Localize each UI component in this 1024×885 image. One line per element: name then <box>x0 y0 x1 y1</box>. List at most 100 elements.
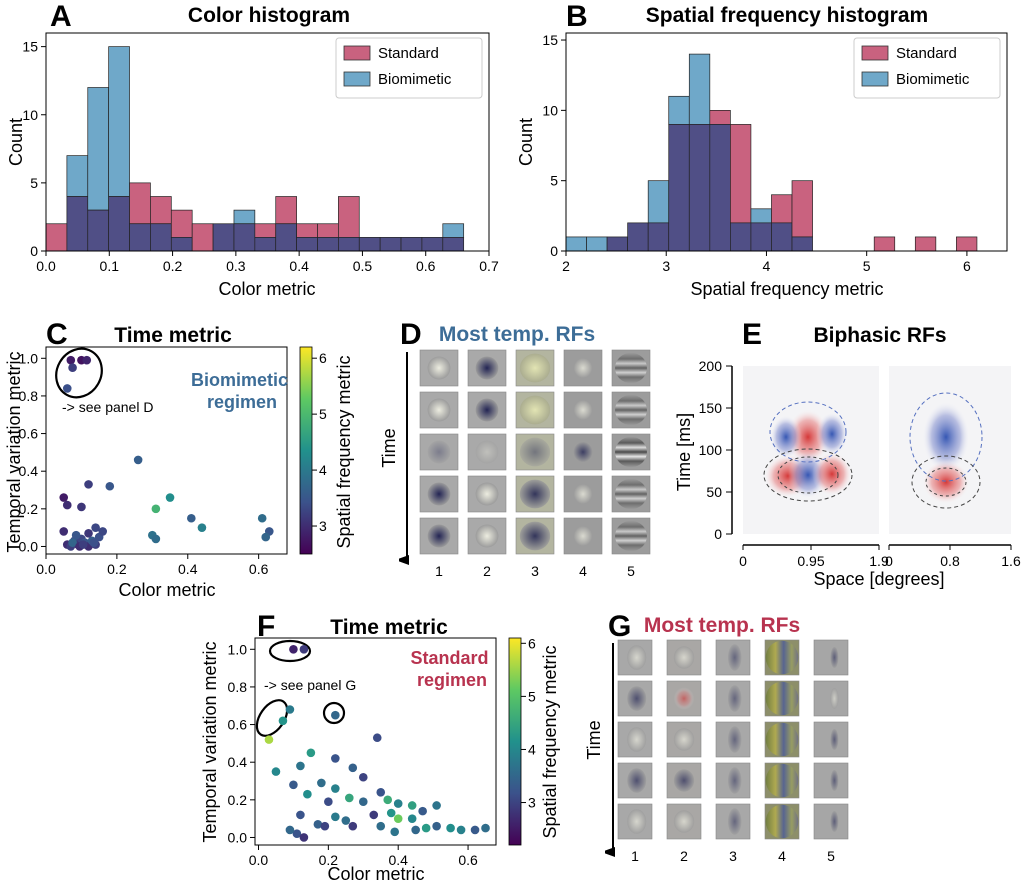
scatter-point <box>421 823 431 833</box>
y-tick-label: 1.0 <box>228 641 248 657</box>
rf-tile-blob <box>627 768 647 793</box>
rf-tile <box>419 433 459 471</box>
bar-biomimetic <box>647 180 670 224</box>
bar-standard <box>956 236 978 252</box>
legend-frame <box>335 37 483 99</box>
bar-overlap <box>233 223 256 252</box>
panel-g-column-labels: 1 2 3 4 5 <box>631 848 835 864</box>
x-tick-label: 0.2 <box>163 258 183 274</box>
scatter-point <box>62 384 72 393</box>
rf-tile <box>617 721 653 758</box>
rf-tile <box>563 517 603 555</box>
x-tick-label: 6 <box>963 258 971 274</box>
column-label: 4 <box>579 563 587 579</box>
scatter-point <box>331 784 340 793</box>
scatter-point <box>187 513 196 523</box>
panel-b-ylabel: Count <box>516 118 536 166</box>
rf-tile <box>611 349 651 387</box>
rf-tile-blob <box>475 482 499 506</box>
bar-biomimetic <box>565 236 587 252</box>
rf-tile-blob <box>615 520 647 552</box>
rf-tile <box>611 433 651 471</box>
rf-contour-positive <box>911 455 981 509</box>
rf-tile-blob <box>673 769 695 792</box>
panel-d-time-label: Time <box>379 428 399 467</box>
scatter-point <box>313 820 323 829</box>
rf-tile <box>813 721 849 758</box>
bar-overlap <box>66 196 89 252</box>
panel-b-spatial-frequency-histogram: B Spatial frequency histogram 2 3 4 5 6 0 5 10 1… <box>516 0 1008 299</box>
x-tick-label: 1.9 <box>869 553 889 569</box>
bar-overlap <box>129 223 151 252</box>
panel-f-title: Time metric <box>330 616 448 639</box>
x-tick-label: 0.0 <box>249 852 269 868</box>
bar-overlap <box>442 237 465 252</box>
rf-tile <box>813 639 849 676</box>
bar-overlap <box>150 223 172 252</box>
panel-f-highlight-ellipse-top <box>268 639 312 663</box>
panel-c-colorbar-ticks: 3 4 5 6 <box>312 350 327 534</box>
colorbar-tick-label: 5 <box>528 688 536 704</box>
panel-d-rf-grid <box>419 349 651 555</box>
rf-lobe-negative <box>922 401 970 473</box>
x-tick-label: 3 <box>662 258 670 274</box>
column-label: 1 <box>435 563 443 579</box>
legend-swatch-biomimetic <box>861 71 889 87</box>
bar-overlap <box>668 124 690 252</box>
panel-b-title: Spatial frequency histogram <box>646 4 928 27</box>
bar-standard <box>296 223 318 238</box>
y-tick-label: 0.6 <box>228 717 248 733</box>
scatter-point <box>376 788 386 797</box>
rf-tile <box>764 721 800 758</box>
rf-tile-blob <box>427 356 451 380</box>
x-tick-label: 1.6 <box>1001 553 1021 569</box>
rf-tile-blob <box>627 645 647 670</box>
legend-swatch-biomimetic <box>343 71 371 87</box>
panel-a-color-histogram: A Color histogram 0.0 0.1 0.2 0.3 0.4 0.5 0.6 0… <box>6 0 499 299</box>
scatter-point <box>257 513 267 523</box>
rf-tile <box>666 721 702 758</box>
column-label: 4 <box>778 848 786 864</box>
scatter-point <box>62 500 72 510</box>
column-label: 2 <box>680 848 688 864</box>
y-tick-label: 0 <box>550 243 558 259</box>
rf-lobe-upper-negative-left <box>770 415 802 459</box>
panel-d-title: Most temp. RFs <box>439 323 595 346</box>
rf-tile <box>611 391 651 429</box>
rf-tile <box>419 517 459 555</box>
bar-biomimetic <box>233 209 256 225</box>
rf-tile <box>515 391 555 429</box>
y-tick-label: 150 <box>699 400 723 416</box>
panel-a-ticks: 0.0 0.1 0.2 0.3 0.4 0.5 0.6 0.7 0 5 10 15 <box>22 39 499 274</box>
rf-tile <box>419 349 459 387</box>
colorbar-tick-label: 6 <box>319 350 327 366</box>
colorbar-tick-label: 3 <box>528 795 536 811</box>
bar-biomimetic <box>108 46 130 197</box>
scatter-point <box>59 493 69 502</box>
rf-tile-blob <box>573 399 593 421</box>
rf-tile-blob <box>727 685 742 712</box>
scatter-point <box>84 529 93 538</box>
scatter-point <box>393 799 403 808</box>
bar-standard <box>338 196 360 238</box>
legend-label-standard: Standard <box>896 45 957 62</box>
panel-f-highlight-ellipse-left <box>255 699 289 737</box>
y-tick-label: 5 <box>550 173 558 189</box>
panel-e-xlabel: Space [degrees] <box>813 569 944 589</box>
rf-tile <box>715 803 751 840</box>
y-tick-label: 200 <box>699 358 723 374</box>
scatter-point <box>306 748 316 758</box>
rf-tile-blob <box>830 811 839 832</box>
colorbar-tick-label: 3 <box>319 518 327 534</box>
scatter-point <box>289 644 298 654</box>
scatter-point <box>278 716 288 726</box>
bar-standard <box>191 223 214 252</box>
panel-d-receptive-fields: D Most temp. RFs Time 1 2 3 4 5 <box>379 318 651 579</box>
panel-f-highlight-ellipse-mid <box>322 701 346 725</box>
panel-c-annotation-line2: regimen <box>207 392 277 412</box>
scatter-point <box>66 355 76 365</box>
y-tick-label: 100 <box>699 442 723 458</box>
rf-tile-blob <box>475 440 499 464</box>
scatter-point <box>98 527 108 536</box>
scatter-point <box>341 816 351 825</box>
